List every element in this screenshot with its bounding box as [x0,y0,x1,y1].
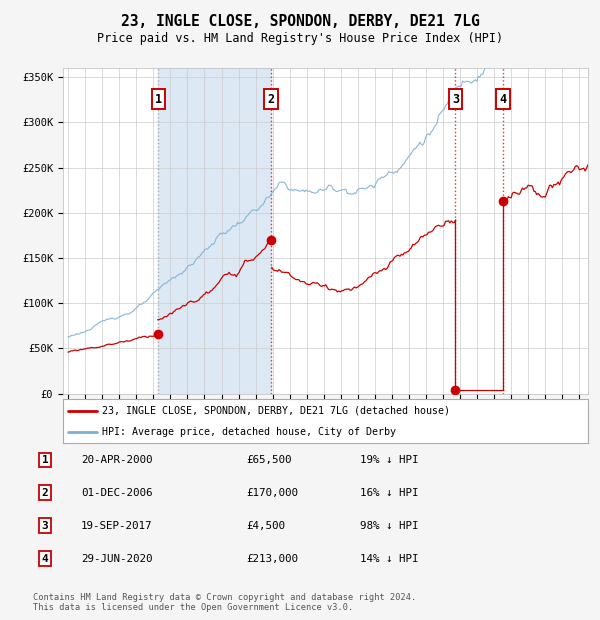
Text: £65,500: £65,500 [246,455,292,465]
Text: 3: 3 [452,92,459,105]
Text: 16% ↓ HPI: 16% ↓ HPI [360,488,419,498]
Text: 19% ↓ HPI: 19% ↓ HPI [360,455,419,465]
Text: 4: 4 [41,554,49,564]
Text: 1: 1 [41,455,49,465]
Text: 2: 2 [268,92,275,105]
Text: 20-APR-2000: 20-APR-2000 [81,455,152,465]
Text: 23, INGLE CLOSE, SPONDON, DERBY, DE21 7LG (detached house): 23, INGLE CLOSE, SPONDON, DERBY, DE21 7L… [103,405,451,416]
Bar [158,68,271,394]
Text: £4,500: £4,500 [246,521,285,531]
Text: Contains HM Land Registry data © Crown copyright and database right 2024.
This d: Contains HM Land Registry data © Crown c… [33,593,416,612]
Text: 3: 3 [41,521,49,531]
Text: 4: 4 [499,92,506,105]
Text: 98% ↓ HPI: 98% ↓ HPI [360,521,419,531]
Text: 1: 1 [155,92,162,105]
Text: 14% ↓ HPI: 14% ↓ HPI [360,554,419,564]
Text: 2: 2 [41,488,49,498]
Text: £170,000: £170,000 [246,488,298,498]
Text: 01-DEC-2006: 01-DEC-2006 [81,488,152,498]
Text: £213,000: £213,000 [246,554,298,564]
Text: 23, INGLE CLOSE, SPONDON, DERBY, DE21 7LG: 23, INGLE CLOSE, SPONDON, DERBY, DE21 7L… [121,14,479,29]
Text: HPI: Average price, detached house, City of Derby: HPI: Average price, detached house, City… [103,427,397,437]
Text: 29-JUN-2020: 29-JUN-2020 [81,554,152,564]
Text: Price paid vs. HM Land Registry's House Price Index (HPI): Price paid vs. HM Land Registry's House … [97,32,503,45]
Text: 19-SEP-2017: 19-SEP-2017 [81,521,152,531]
